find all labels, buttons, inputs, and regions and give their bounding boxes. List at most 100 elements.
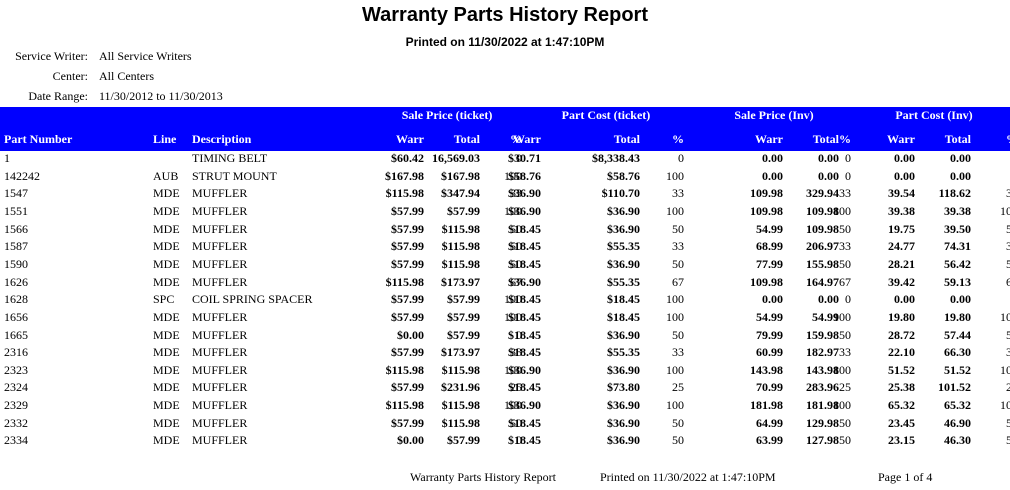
table-cell: 181.98 (806, 398, 839, 413)
table-cell: 100 (666, 398, 684, 413)
table-cell: 100 (666, 203, 684, 218)
table-cell: MUFFLER (192, 362, 248, 377)
table-cell: $8,338.43 (592, 151, 640, 165)
table-cell: MUFFLER (192, 256, 248, 271)
table-cell: 25 (1006, 380, 1010, 395)
table-cell: MDE (153, 380, 180, 395)
table-cell: MDE (153, 203, 180, 218)
table-cell: MDE (153, 415, 180, 430)
table-cell: 1656 (4, 309, 28, 324)
column-header: % (510, 132, 522, 146)
table-cell: $115.98 (441, 362, 480, 377)
table-cell: MDE (153, 274, 180, 289)
table-cell: $36.90 (508, 274, 541, 289)
table-cell: $36.90 (607, 221, 640, 236)
table-cell: 2329 (4, 398, 28, 413)
table-cell: 57.44 (944, 327, 971, 342)
table-cell: 64.99 (756, 415, 783, 430)
table-cell: 19.80 (944, 309, 971, 324)
table-cell: $36.90 (508, 186, 541, 201)
table-cell: $57.99 (447, 433, 480, 448)
table-cell: 51.52 (888, 362, 915, 377)
table-cell: 68.99 (756, 239, 783, 254)
table-cell: 63.99 (756, 433, 783, 448)
table-cell: $18.45 (508, 415, 541, 430)
table-cell: MDE (153, 309, 180, 324)
table-cell: 0.00 (818, 292, 839, 307)
table-cell: 16,569.03 (432, 151, 480, 165)
table-cell: $36.90 (607, 327, 640, 342)
table-cell: 50 (672, 256, 684, 271)
table-cell: 0.00 (894, 151, 915, 165)
table-cell: MDE (153, 345, 180, 360)
column-header: Line (153, 132, 177, 146)
table-cell: 50 (839, 415, 851, 430)
table-cell: 0 (516, 433, 522, 448)
table-cell: 33 (839, 345, 851, 360)
table-cell: 33 (510, 345, 522, 360)
table-cell: $173.97 (441, 345, 480, 360)
table-cell: 329.94 (806, 186, 839, 201)
column-header: Part Number (4, 132, 73, 146)
table-cell: 77.99 (756, 256, 783, 271)
table-cell: 33 (1006, 345, 1010, 360)
table-cell: 23.45 (888, 415, 915, 430)
table-cell: 23.15 (888, 433, 915, 448)
footer-page: Page 1 of 4 (878, 470, 933, 484)
table-cell: 19.75 (888, 221, 915, 236)
table-cell: 19.80 (888, 309, 915, 324)
table-cell: 100 (504, 203, 522, 218)
table-cell: $18.45 (508, 433, 541, 448)
table-cell: 46.30 (944, 433, 971, 448)
table-cell: 100 (504, 309, 522, 324)
table-cell: 54.99 (812, 309, 839, 324)
table-cell: $57.99 (391, 239, 424, 254)
table-cell: AUB (153, 168, 179, 183)
table-cell: 59.13 (944, 274, 971, 289)
table-cell: 56.42 (944, 256, 971, 271)
table-cell: 0 (516, 151, 522, 165)
column-header: Description (192, 132, 252, 146)
table-cell: MUFFLER (192, 309, 248, 324)
table-cell: $18.45 (607, 292, 640, 307)
column-header: Warr (887, 132, 915, 146)
table-cell: $36.90 (607, 398, 640, 413)
table-cell: 33 (672, 345, 684, 360)
table-cell: $57.99 (391, 203, 424, 218)
table-cell: $57.99 (447, 203, 480, 218)
table-cell: $347.94 (441, 186, 480, 201)
table-cell: $18.45 (508, 380, 541, 395)
table-cell: 39.42 (888, 274, 915, 289)
table-cell: 2324 (4, 380, 28, 395)
table-cell: 50 (510, 256, 522, 271)
table-cell: 67 (839, 274, 851, 289)
table-cell: 33 (839, 239, 851, 254)
filter-label: Center: (52, 69, 88, 83)
table-cell: 50 (510, 221, 522, 236)
table-cell: $57.99 (391, 345, 424, 360)
table-cell: $18.45 (508, 239, 541, 254)
table-cell: 22.10 (888, 345, 915, 360)
group-header: Part Cost (ticket) (561, 108, 651, 122)
table-cell: $36.90 (607, 203, 640, 218)
table-cell: MUFFLER (192, 398, 248, 413)
table-cell: 0.00 (762, 292, 783, 307)
table-cell: 100 (1000, 203, 1010, 218)
table-cell: 0.00 (762, 168, 783, 183)
table-cell: $36.90 (607, 256, 640, 271)
table-cell: 39.38 (944, 203, 971, 218)
table-cell: 39.54 (888, 186, 915, 201)
column-header: % (1006, 131, 1010, 147)
table-cell: 51.52 (944, 362, 971, 377)
table-cell: COIL SPRING SPACER (192, 292, 313, 307)
table-cell: STRUT MOUNT (192, 168, 277, 183)
table-cell: $57.99 (447, 327, 480, 342)
table-cell: 67 (672, 274, 684, 289)
table-cell: $18.45 (508, 345, 541, 360)
table-cell: 164.97 (806, 274, 839, 289)
table-cell: 155.98 (806, 256, 839, 271)
table-cell: 50 (1006, 327, 1010, 342)
table-cell: 54.99 (756, 309, 783, 324)
table-cell: 50 (672, 415, 684, 430)
